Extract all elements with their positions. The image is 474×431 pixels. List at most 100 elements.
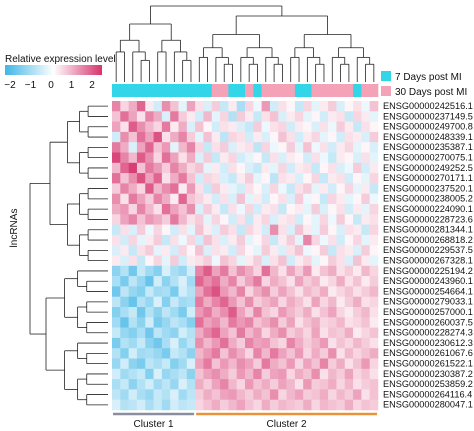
heatmap-cell — [344, 204, 354, 215]
heatmap-cell — [170, 111, 179, 122]
heatmap-cell — [120, 173, 129, 184]
heatmap-cell — [136, 173, 146, 184]
heatmap-cell — [112, 204, 121, 215]
heatmap-cell — [336, 152, 346, 164]
heatmap-cell — [203, 358, 213, 370]
heatmap-cell — [161, 368, 171, 380]
heatmap-cell — [186, 162, 196, 174]
group-cell — [261, 84, 271, 97]
heatmap-cell — [161, 183, 171, 194]
row-label: ENSG00000268818.2 — [383, 235, 473, 245]
heatmap-cell — [253, 173, 262, 184]
heatmap-cell — [245, 389, 254, 400]
heatmap-cell — [336, 255, 346, 267]
heatmap-cell — [369, 121, 379, 133]
heatmap-cell — [211, 265, 221, 277]
heatmap-cell — [361, 152, 370, 164]
heatmap-cell — [253, 214, 262, 225]
heatmap-cell — [178, 162, 188, 174]
heatmap-cell — [153, 183, 163, 194]
heatmap-cell — [161, 162, 171, 174]
heatmap-cell — [336, 337, 346, 349]
heatmap-cell — [269, 111, 279, 122]
heatmap-cell — [278, 121, 287, 133]
heatmap-cell — [278, 173, 287, 184]
heatmap-cell — [128, 379, 138, 390]
heatmap-cell — [353, 307, 362, 318]
heatmap-cell — [195, 337, 204, 349]
heatmap-cell — [336, 204, 346, 215]
heatmap-cell — [145, 317, 154, 328]
heatmap-cell — [120, 245, 129, 256]
heatmap-cell — [278, 296, 287, 308]
heatmap-cell — [369, 358, 379, 370]
heatmap-cell — [178, 399, 188, 411]
heatmap-cell — [319, 327, 329, 339]
heatmap-cell — [328, 379, 337, 390]
heatmap-cell — [161, 131, 171, 143]
heatmap-cell — [128, 348, 138, 359]
heatmap-cell — [120, 368, 129, 380]
heatmap-cell — [220, 348, 229, 359]
row-label: ENSG00000230612.3 — [383, 338, 473, 348]
heatmap-cell — [186, 193, 196, 205]
heatmap-cell — [170, 245, 179, 256]
heatmap-cell — [253, 162, 262, 174]
cluster-label: Cluster 2 — [267, 419, 307, 430]
heatmap-cell — [336, 399, 346, 411]
heatmap-cell — [136, 193, 146, 205]
heatmap-cell — [228, 389, 237, 400]
heatmap-cell — [328, 265, 337, 277]
heatmap-cell — [336, 234, 346, 246]
heatmap-cell — [203, 348, 213, 359]
heatmap-cell — [186, 389, 196, 400]
row-label: ENSG00000254664.1 — [383, 286, 473, 296]
heatmap-cell — [286, 296, 296, 308]
heatmap-cell — [245, 255, 254, 267]
heatmap-cell — [178, 358, 188, 370]
heatmap-cell — [336, 307, 346, 318]
heatmap-cell — [286, 317, 296, 328]
heatmap-cell — [186, 379, 196, 390]
heatmap-cell — [186, 265, 196, 277]
heatmap-cell — [261, 204, 271, 215]
heatmap-cell — [286, 162, 296, 174]
heatmap-cell — [311, 276, 321, 287]
heatmap-cell — [253, 368, 262, 380]
heatmap-cell — [128, 214, 138, 225]
heatmap-cell — [170, 162, 179, 174]
heatmap-cell — [220, 307, 229, 318]
heatmap-cell — [178, 286, 188, 297]
heatmap-cell — [203, 193, 213, 205]
heatmap-cell — [120, 101, 129, 112]
heatmap-cell — [203, 111, 213, 122]
heatmap-cell — [319, 245, 329, 256]
heatmap-cell — [153, 111, 163, 122]
heatmap-cell — [228, 399, 237, 411]
heatmap-cell — [319, 265, 329, 277]
heatmap-cell — [186, 358, 196, 370]
heatmap-cell — [203, 173, 213, 184]
heatmap-cell — [153, 348, 163, 359]
heatmap-cell — [236, 193, 246, 205]
heatmap-cell — [336, 224, 346, 236]
heatmap-cell — [245, 265, 254, 277]
heatmap-cell — [211, 379, 221, 390]
heatmap-cell — [170, 173, 179, 184]
heatmap-cell — [303, 348, 312, 359]
heatmap-cell — [336, 193, 346, 205]
heatmap-cell — [311, 234, 321, 246]
heatmap-cell — [178, 121, 188, 133]
heatmap-cell — [112, 379, 121, 390]
heatmap-cell — [286, 327, 296, 339]
heatmap-cell — [269, 142, 279, 153]
heatmap-cell — [112, 317, 121, 328]
heatmap-cell — [220, 245, 229, 256]
heatmap-cell — [353, 111, 362, 122]
heatmap-cell — [353, 276, 362, 287]
heatmap-cell — [328, 368, 337, 380]
heatmap-cell — [294, 183, 304, 194]
heatmap-cell — [311, 204, 321, 215]
heatmap-cell — [153, 101, 163, 112]
heatmap-cell — [153, 131, 163, 143]
